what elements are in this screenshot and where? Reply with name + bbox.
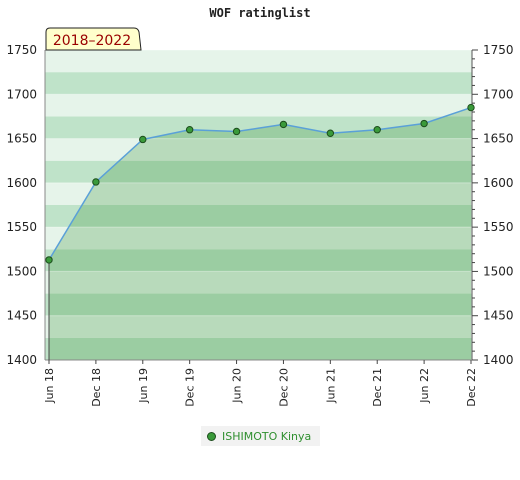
y-tick-label-right: 1400	[483, 353, 514, 367]
y-tick-label-left: 1400	[6, 353, 37, 367]
background-band	[45, 293, 472, 316]
data-point	[326, 129, 335, 137]
period-label: 2018–2022	[53, 33, 131, 49]
y-tick-label-right: 1450	[483, 309, 514, 323]
y-tick-label-left: 1600	[6, 176, 37, 190]
x-tick-label: Dec 18	[90, 368, 103, 407]
background-band	[45, 72, 472, 95]
y-tick-label-left: 1550	[6, 220, 37, 234]
data-point	[45, 256, 53, 264]
x-axis-labels: Jun 18 Dec 18 Jun 19 Dec 19 Jun 20 Dec 20 Jun …	[43, 368, 478, 407]
axes	[44, 49, 478, 364]
background-band	[45, 205, 472, 228]
series-line	[48, 106, 472, 261]
legend-marker-icon	[207, 431, 216, 441]
background-band	[45, 227, 472, 250]
x-tick-label: Dec 19	[184, 368, 197, 407]
y-tick-label-left: 1650	[6, 132, 37, 146]
background-band	[45, 50, 472, 73]
background-band	[45, 249, 472, 272]
y-tick-label-right: 1500	[483, 264, 514, 278]
background-band	[45, 138, 472, 161]
y-tick-label-right: 1650	[483, 132, 514, 146]
period-badge: 2018–2022	[45, 27, 142, 51]
data-point	[92, 178, 100, 186]
y-tick-label-left: 1700	[6, 87, 37, 101]
y-axis-left-labels: 1400 1450 1500 1550 1600 1650 1700 1750	[6, 43, 37, 367]
x-tick-label: Jun 18	[43, 368, 56, 404]
y-tick-label-right: 1700	[483, 87, 514, 101]
rating-area	[49, 107, 471, 360]
series-area	[49, 107, 471, 360]
series-line	[48, 106, 472, 261]
background-band	[45, 182, 472, 205]
data-point	[185, 126, 194, 134]
data-point	[373, 126, 381, 134]
background-band	[45, 315, 472, 338]
y-tick-label-right: 1750	[483, 43, 514, 57]
x-tick-label: Jun 20	[231, 368, 244, 404]
background-band	[45, 337, 472, 360]
x-tick-label: Dec 20	[277, 368, 290, 407]
data-point	[139, 135, 147, 144]
y-tick-label-left: 1500	[6, 264, 37, 278]
y-tick-label-right: 1600	[483, 176, 514, 190]
background-band	[45, 160, 472, 183]
data-point	[420, 119, 428, 128]
data-point	[279, 120, 288, 129]
data-point	[467, 103, 475, 112]
legend-label: ISHIMOTO Kinya	[222, 429, 312, 443]
background-bands	[45, 50, 472, 360]
x-tick-label: Jun 21	[324, 368, 337, 404]
chart-title: WOF ratinglist	[209, 6, 310, 20]
y-tick-label-left: 1450	[6, 309, 37, 323]
x-tick-label: Dec 21	[371, 368, 384, 407]
x-tick-label: Dec 22	[465, 368, 478, 407]
x-tick-label: Jun 19	[137, 368, 150, 404]
y-axis-right-labels: 1400 1450 1500 1550 1600 1650 1700 1750	[483, 43, 514, 367]
x-tick-label: Jun 22	[418, 368, 431, 404]
data-point	[232, 127, 241, 136]
y-tick-label-left: 1750	[6, 43, 37, 57]
data-points	[45, 103, 475, 264]
background-band	[45, 94, 472, 117]
y-tick-label-right: 1550	[483, 220, 514, 234]
legend: ISHIMOTO Kinya	[201, 426, 320, 446]
background-band	[45, 271, 472, 294]
